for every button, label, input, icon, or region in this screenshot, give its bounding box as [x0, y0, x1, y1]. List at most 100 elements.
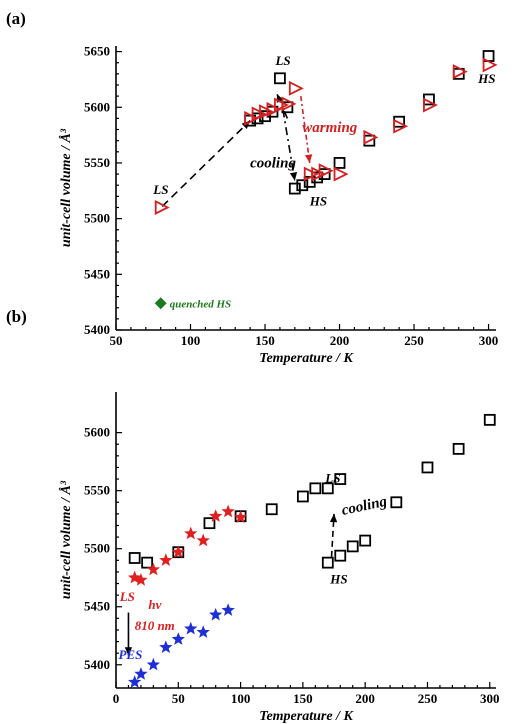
data-point-triangle	[452, 64, 468, 80]
data-point-square	[288, 182, 301, 195]
x-tick-label: 200	[330, 333, 350, 348]
x-tick-label: 50	[172, 691, 185, 706]
series-name-label: quenched HS	[170, 298, 231, 310]
annotation-label: LS	[274, 53, 290, 68]
data-point-triangle	[274, 97, 289, 113]
y-axis-title: unit-cell volume / Å³	[58, 128, 74, 247]
annotation-label: cooling	[250, 155, 296, 171]
y-tick-label: 5650	[84, 44, 110, 59]
data-point-square	[483, 413, 496, 426]
data-point-triangle	[303, 166, 319, 182]
annotation-label: HS	[329, 572, 347, 587]
y-axis-title: unit-cell volume / Å³	[58, 480, 74, 599]
data-point-square	[128, 552, 141, 564]
data-point-square	[296, 490, 309, 503]
y-tick-label: 5600	[84, 99, 110, 114]
data-point-square	[334, 473, 347, 485]
data-point-star	[209, 607, 223, 621]
panel-b-label: (b)	[6, 307, 27, 326]
x-axis-title: Temperature / K	[259, 709, 354, 724]
transition-arrow-line	[161, 120, 251, 207]
annotation-label: PES	[118, 647, 142, 662]
data-point-triangle	[363, 129, 379, 145]
data-point-square	[274, 72, 286, 85]
data-point-diamond	[154, 297, 167, 310]
x-tick-label: 100	[231, 691, 251, 706]
x-tick-label: 250	[404, 333, 424, 348]
data-point-star	[184, 621, 198, 635]
annotation-label: hν	[148, 597, 161, 612]
data-point-square	[296, 179, 309, 192]
y-tick-label: 5400	[84, 657, 110, 672]
x-tick-label: 250	[418, 691, 438, 706]
data-point-star	[128, 570, 142, 584]
x-tick-label: 150	[255, 333, 275, 348]
transition-arrowhead	[124, 647, 133, 656]
annotation-label: HS	[477, 71, 495, 86]
data-point-square	[421, 461, 434, 474]
transition-arrowhead	[329, 513, 338, 523]
data-point-star	[134, 573, 148, 586]
y-tick-label: 5450	[84, 599, 110, 614]
data-point-triangle	[318, 163, 334, 179]
data-point-triangle	[333, 166, 349, 182]
annotation-label: LS	[119, 589, 135, 604]
x-tick-label: 300	[480, 691, 500, 706]
y-tick-label: 5550	[84, 155, 110, 170]
data-point-triangle	[482, 57, 498, 73]
y-tick-label: 5450	[84, 266, 110, 281]
annotation-label: warming	[302, 120, 358, 136]
data-point-square	[203, 517, 216, 530]
data-point-star	[128, 675, 142, 688]
data-point-star	[184, 526, 198, 540]
x-tick-label: 50	[110, 333, 123, 348]
data-point-triangle	[154, 200, 170, 215]
panel-a-plot: 50 100 150 200 250 300 5400 5450 5500 5550 5600 565…	[58, 44, 498, 366]
panel-a-label: (a)	[6, 9, 26, 28]
data-point-square	[309, 482, 322, 495]
data-point-square	[452, 442, 465, 455]
x-tick-label: 150	[293, 691, 313, 706]
data-point-star	[221, 504, 235, 518]
data-point-star	[146, 657, 160, 671]
transition-arrow-line	[299, 96, 311, 164]
data-point-star	[209, 509, 223, 522]
x-tick-label: 200	[355, 691, 375, 706]
data-point-triangle	[259, 104, 275, 120]
data-point-triangle	[244, 110, 260, 126]
data-point-star	[134, 667, 148, 680]
data-point-triangle	[288, 80, 304, 96]
data-point-star	[171, 545, 185, 558]
data-point-star	[196, 533, 210, 547]
data-point-square	[346, 540, 359, 553]
annotation-label: cooling	[340, 494, 389, 519]
y-tick-label: 5500	[84, 541, 110, 556]
data-point-star	[159, 553, 173, 566]
data-point-triangle	[266, 102, 282, 117]
transition-arrow-line	[282, 109, 296, 181]
data-point-star	[146, 562, 160, 576]
transition-arrowhead	[289, 172, 298, 181]
y-tick-label: 5400	[84, 322, 110, 337]
data-point-star	[233, 510, 248, 523]
y-tick-label: 5500	[84, 211, 110, 226]
data-point-star	[196, 625, 210, 638]
data-point-star	[221, 603, 235, 616]
data-point-square	[390, 496, 403, 509]
data-point-square	[334, 549, 347, 562]
x-axis-title: Temperature / K	[259, 351, 354, 366]
y-tick-label: 5600	[84, 425, 110, 440]
data-point-square	[141, 556, 154, 569]
data-point-square	[321, 556, 334, 569]
x-tick-label: 100	[181, 333, 201, 348]
annotation-label: LS	[324, 471, 340, 486]
transition-arrowhead	[304, 154, 313, 163]
data-point-triangle	[281, 96, 297, 112]
data-point-triangle	[393, 118, 409, 134]
data-point-triangle	[311, 166, 327, 182]
data-point-square	[333, 157, 346, 169]
data-point-square	[265, 503, 278, 516]
data-point-triangle	[423, 97, 438, 113]
data-point-triangle	[251, 106, 267, 122]
